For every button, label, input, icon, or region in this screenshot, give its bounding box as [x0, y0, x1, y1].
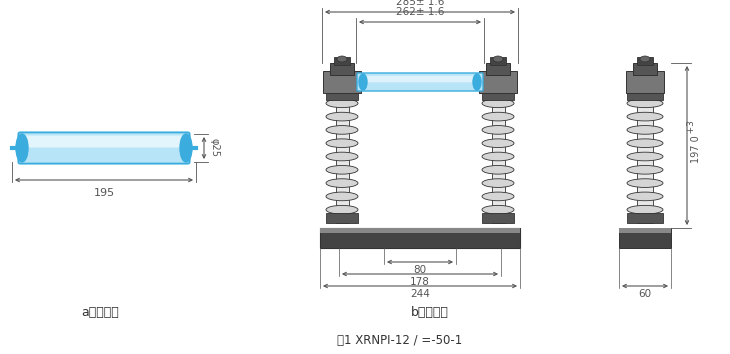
- FancyBboxPatch shape: [21, 136, 186, 148]
- Bar: [20, 139, 188, 141]
- Bar: [637, 57, 653, 65]
- FancyBboxPatch shape: [357, 73, 483, 91]
- Bar: [20, 147, 188, 148]
- Bar: [626, 71, 664, 93]
- Text: 244: 244: [410, 289, 430, 299]
- Ellipse shape: [482, 139, 514, 148]
- FancyBboxPatch shape: [360, 76, 480, 82]
- Text: +3: +3: [686, 121, 696, 142]
- Bar: [627, 90, 663, 100]
- Ellipse shape: [473, 74, 481, 90]
- Ellipse shape: [482, 99, 514, 108]
- Text: b）熔断器: b）熔断器: [411, 306, 449, 319]
- Ellipse shape: [326, 99, 358, 108]
- Bar: [20, 145, 188, 147]
- Bar: [20, 159, 188, 161]
- Ellipse shape: [627, 99, 663, 108]
- Bar: [482, 90, 514, 100]
- Bar: [20, 156, 188, 158]
- Ellipse shape: [326, 179, 358, 187]
- Bar: [334, 57, 350, 65]
- Bar: [637, 90, 653, 223]
- Ellipse shape: [482, 192, 514, 201]
- Bar: [20, 151, 188, 152]
- Ellipse shape: [326, 126, 358, 134]
- Bar: [20, 154, 188, 155]
- Text: 60: 60: [639, 289, 652, 299]
- Ellipse shape: [627, 126, 663, 134]
- Bar: [491, 90, 504, 223]
- Ellipse shape: [482, 179, 514, 187]
- Ellipse shape: [627, 192, 663, 201]
- Ellipse shape: [640, 56, 650, 62]
- Ellipse shape: [482, 165, 514, 174]
- Text: 178: 178: [410, 277, 430, 287]
- Ellipse shape: [482, 152, 514, 161]
- Ellipse shape: [493, 56, 503, 62]
- Bar: [619, 228, 671, 233]
- Ellipse shape: [627, 165, 663, 174]
- Bar: [326, 90, 358, 100]
- Bar: [20, 149, 188, 151]
- Bar: [20, 135, 188, 137]
- Bar: [323, 71, 361, 93]
- Ellipse shape: [326, 205, 358, 214]
- Text: 195: 195: [93, 188, 115, 198]
- Text: 285± 1.6: 285± 1.6: [396, 0, 444, 7]
- Bar: [20, 148, 188, 149]
- Bar: [320, 228, 520, 233]
- Ellipse shape: [627, 179, 663, 187]
- Bar: [633, 63, 657, 75]
- Bar: [20, 144, 188, 145]
- Bar: [20, 137, 188, 138]
- Bar: [482, 213, 514, 223]
- FancyBboxPatch shape: [18, 132, 190, 164]
- Text: 80: 80: [413, 265, 426, 275]
- Bar: [20, 134, 188, 135]
- Ellipse shape: [627, 152, 663, 161]
- Ellipse shape: [326, 165, 358, 174]
- Text: a）熔断件: a）熔断件: [81, 306, 119, 319]
- Ellipse shape: [482, 112, 514, 121]
- Bar: [20, 152, 188, 154]
- Ellipse shape: [482, 205, 514, 214]
- Bar: [330, 63, 354, 75]
- Ellipse shape: [180, 134, 192, 162]
- Ellipse shape: [627, 112, 663, 121]
- Bar: [20, 142, 188, 144]
- Bar: [619, 228, 671, 248]
- Text: 197 0: 197 0: [691, 136, 701, 164]
- Bar: [320, 228, 520, 248]
- Bar: [336, 90, 348, 223]
- Text: 图1 XRNPI-12 / =-50-1: 图1 XRNPI-12 / =-50-1: [337, 333, 463, 347]
- Ellipse shape: [326, 139, 358, 148]
- Text: 262± 1.6: 262± 1.6: [396, 7, 444, 17]
- Bar: [490, 57, 506, 65]
- Ellipse shape: [482, 126, 514, 134]
- Ellipse shape: [627, 205, 663, 214]
- Ellipse shape: [627, 139, 663, 148]
- Bar: [20, 155, 188, 156]
- Bar: [627, 213, 663, 223]
- Bar: [20, 161, 188, 162]
- Bar: [20, 138, 188, 139]
- Bar: [486, 63, 510, 75]
- Ellipse shape: [337, 56, 347, 62]
- Ellipse shape: [326, 112, 358, 121]
- Ellipse shape: [326, 152, 358, 161]
- Bar: [20, 158, 188, 159]
- Ellipse shape: [359, 74, 367, 90]
- Ellipse shape: [16, 134, 28, 162]
- Text: φ25: φ25: [210, 138, 220, 158]
- Ellipse shape: [326, 192, 358, 201]
- Bar: [479, 71, 517, 93]
- Bar: [20, 141, 188, 142]
- Bar: [326, 213, 358, 223]
